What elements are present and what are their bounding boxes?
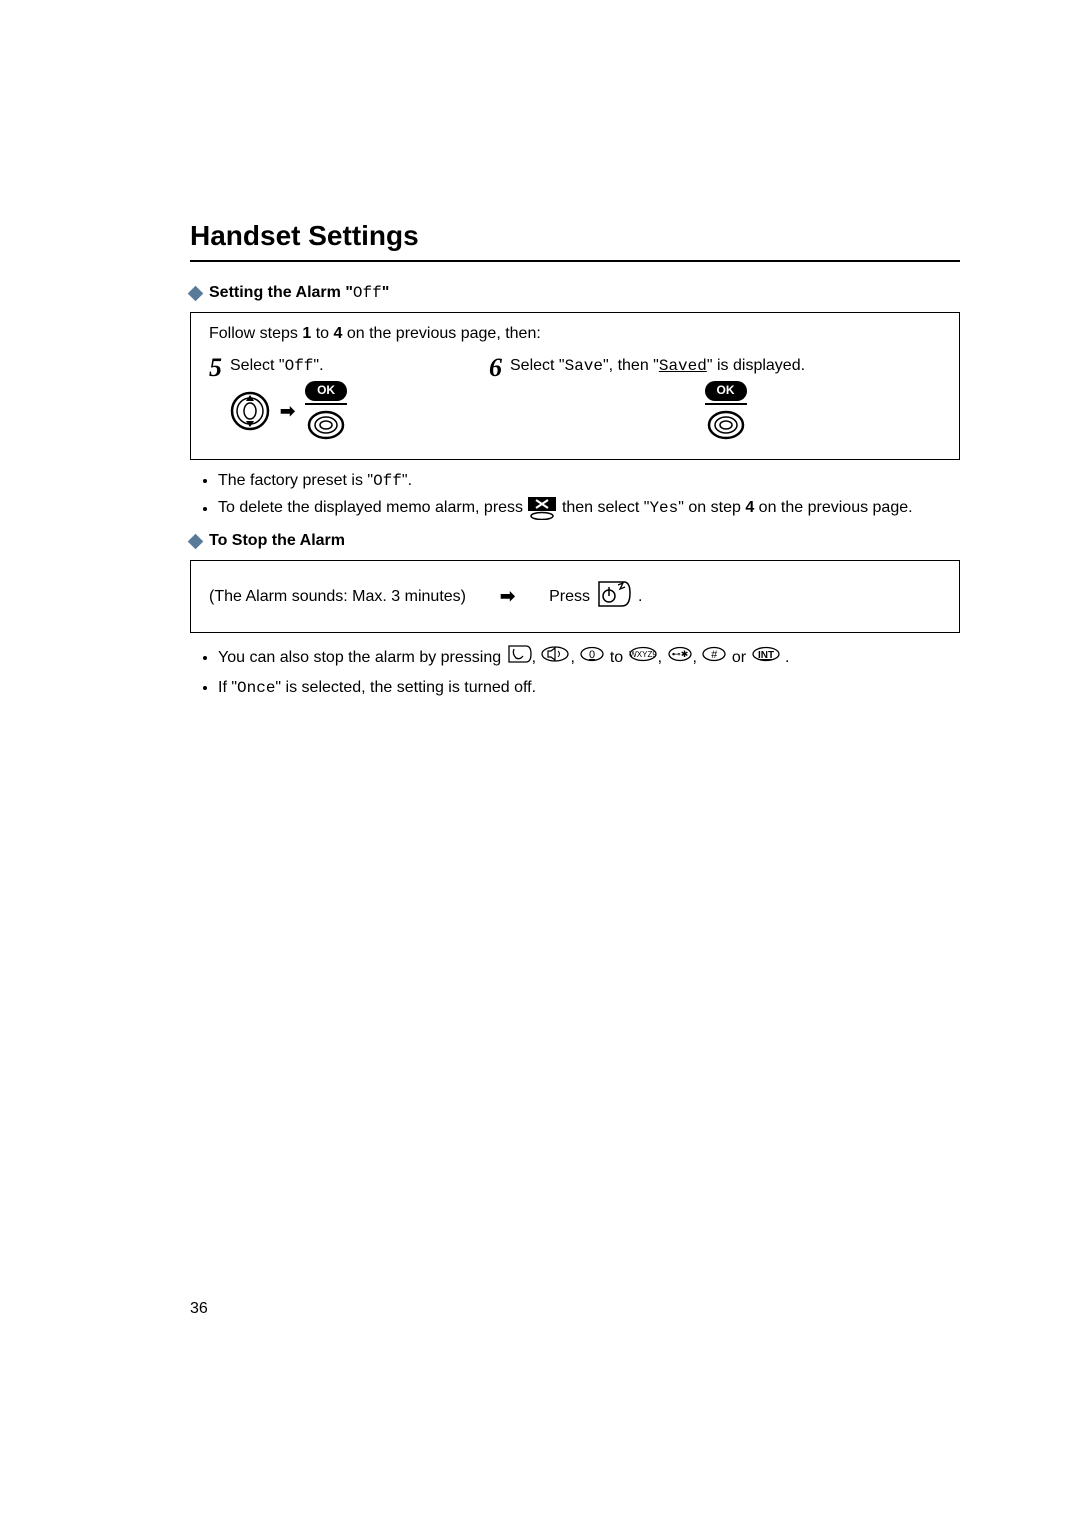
hash-key-icon: # <box>701 646 727 669</box>
subheading-setting-alarm: Setting the Alarm "Off" <box>190 284 960 302</box>
bullet-2a: You can also stop the alarm by pressing … <box>218 643 960 672</box>
b1a-code: Off <box>373 472 402 490</box>
arrow-icon-2: ➡ <box>500 586 515 607</box>
ok-pill-icon-2: OK <box>705 381 747 401</box>
ok-button-group-2: OK <box>705 381 747 441</box>
b1a-suffix: ". <box>402 472 412 489</box>
svg-text:⊷✱: ⊷✱ <box>671 649 688 659</box>
step6-code2: Saved <box>659 357 707 375</box>
press-group: Press . <box>549 579 642 614</box>
b1a-prefix: The factory preset is " <box>218 472 373 489</box>
b2a-to: to <box>610 649 628 666</box>
b1b-mid: then select " <box>562 500 650 517</box>
b1b-after: " on step <box>678 500 745 517</box>
bullet-1a: The factory preset is "Off". <box>218 470 960 492</box>
subheading-quote-end: " <box>382 284 390 301</box>
nav-disc-icon <box>230 391 270 431</box>
press-end: . <box>638 588 642 606</box>
step-6-body: Select "Save", then "Saved" is displayed… <box>510 357 941 441</box>
subheading-stop-alarm: To Stop the Alarm <box>190 532 960 550</box>
bullets-2: You can also stop the alarm by pressing … <box>190 643 960 699</box>
ok-button-group: OK <box>305 381 347 441</box>
step-num-6: 6 <box>489 355 502 381</box>
step-num-5: 5 <box>209 355 222 381</box>
ok-underline-2: OK <box>705 381 747 405</box>
b1b-prefix: To delete the displayed memo alarm, pres… <box>218 500 527 517</box>
intro-suffix: on the previous page, then: <box>342 325 540 342</box>
soft-button-icon-2 <box>706 409 746 441</box>
diamond-bullet-icon <box>188 285 204 301</box>
stop-box-text: (The Alarm sounds: Max. 3 minutes) <box>209 588 466 606</box>
b2b-suffix: " is selected, the setting is turned off… <box>275 679 536 696</box>
step6-prefix: Select " <box>510 357 565 374</box>
stop-box: (The Alarm sounds: Max. 3 minutes) ➡ Pre… <box>190 560 960 633</box>
arrow-icon: ➡ <box>280 401 295 422</box>
bullet-1b: To delete the displayed memo alarm, pres… <box>218 496 960 520</box>
power-off-key-icon <box>596 579 632 614</box>
title-rule <box>190 260 960 262</box>
svg-text:INT: INT <box>757 650 773 661</box>
nine-key-icon: WXYZ9 <box>628 646 658 669</box>
comma-2: , <box>570 649 579 666</box>
page-content: Handset Settings Setting the Alarm "Off"… <box>0 0 1080 771</box>
step6-code1: Save <box>565 357 603 375</box>
steps-intro: Follow steps 1 to 4 on the previous page… <box>209 325 941 343</box>
intro-bold-1: 1 <box>302 325 311 342</box>
ok-pill-icon: OK <box>305 381 347 401</box>
subheading-text: Setting the Alarm "Off" <box>209 284 389 302</box>
b1b-suffix: on the previous page. <box>754 500 912 517</box>
speaker-key-icon <box>540 645 570 670</box>
step-5: 5 Select "Off". ➡ <box>209 357 469 441</box>
soft-button-icon <box>306 409 346 441</box>
int-key-icon: INT <box>751 646 781 669</box>
intro-prefix: Follow steps <box>209 325 302 342</box>
b2b-prefix: If " <box>218 679 237 696</box>
star-key-icon: ⊷✱ <box>667 646 693 669</box>
talk-key-icon <box>506 643 532 672</box>
step-6-text: Select "Save", then "Saved" is displayed… <box>510 357 941 375</box>
title-section: Handset Settings <box>190 220 960 262</box>
step6-suffix: " is displayed. <box>707 357 805 374</box>
press-label: Press <box>549 588 590 606</box>
subheading-quote: " <box>345 284 353 301</box>
step5-prefix: Select " <box>230 357 285 374</box>
ok-underline: OK <box>305 381 347 405</box>
step-5-text: Select "Off". <box>230 357 469 375</box>
x-clear-key-icon <box>527 496 557 520</box>
b1b-code: Yes <box>649 500 678 518</box>
step5-icons: ➡ OK <box>230 381 469 441</box>
b2b-code: Once <box>237 679 275 697</box>
subheading-label: Setting the Alarm <box>209 284 341 301</box>
b1b-bold: 4 <box>745 500 754 517</box>
page-title: Handset Settings <box>190 220 960 252</box>
step6-icons: OK <box>510 381 941 441</box>
step6-mid: ", then " <box>603 357 659 374</box>
step5-suffix: ". <box>313 357 323 374</box>
diamond-bullet-icon-2 <box>188 534 204 550</box>
subheading-stop-text: To Stop the Alarm <box>209 532 345 550</box>
intro-mid: to <box>311 325 333 342</box>
svg-text:0: 0 <box>589 649 595 661</box>
comma-4: , <box>693 649 702 666</box>
page-number: 36 <box>190 1300 208 1318</box>
bullets-1: The factory preset is "Off". To delete t… <box>190 470 960 520</box>
b2a-end: . <box>785 649 789 666</box>
zero-key-icon: 0 <box>579 646 605 669</box>
svg-text:WXYZ9: WXYZ9 <box>629 650 657 659</box>
b2a-prefix: You can also stop the alarm by pressing <box>218 649 506 666</box>
subheading-code: Off <box>353 284 382 302</box>
steps-box: Follow steps 1 to 4 on the previous page… <box>190 312 960 460</box>
svg-text:#: # <box>711 649 718 661</box>
step-5-body: Select "Off". ➡ OK <box>230 357 469 441</box>
comma-3: , <box>658 649 667 666</box>
comma-1: , <box>532 649 541 666</box>
steps-row: 5 Select "Off". ➡ <box>209 357 941 441</box>
step5-code: Off <box>285 357 314 375</box>
bullet-2b: If "Once" is selected, the setting is tu… <box>218 677 960 699</box>
step-6: 6 Select "Save", then "Saved" is display… <box>489 357 941 441</box>
b2a-or: or <box>732 649 751 666</box>
